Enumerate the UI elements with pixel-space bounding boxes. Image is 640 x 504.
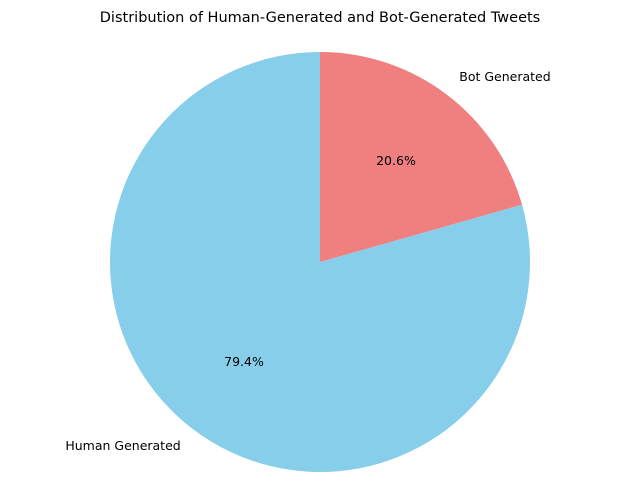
slice-percent-label: 20.6% [376,153,416,168]
chart-title: Distribution of Human-Generated and Bot-… [100,10,540,26]
slice-label: Human Generated [65,438,180,453]
pie-slice-bot-generated [320,52,523,262]
pie-labels: Human Generated 79.4% Bot Generated 20.6% [65,69,550,453]
pie-slices [110,52,531,473]
slice-label: Bot Generated [459,69,550,84]
slice-percent-label: 79.4% [224,354,264,369]
